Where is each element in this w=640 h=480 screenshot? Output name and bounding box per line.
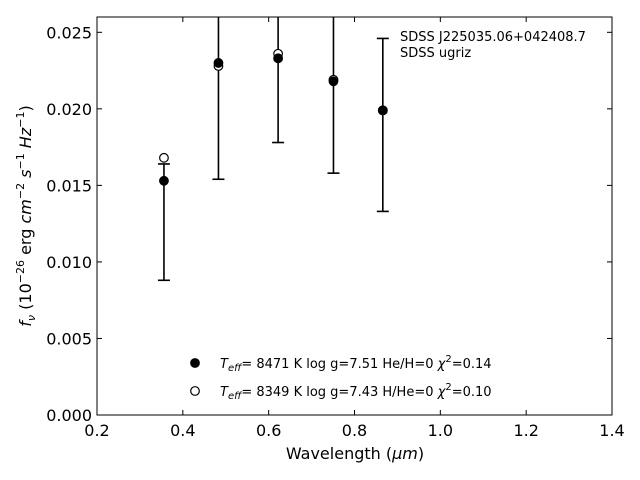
point-filled xyxy=(328,76,339,87)
plot-frame xyxy=(96,16,613,416)
y-tick-label: 0.005 xyxy=(46,329,92,348)
x-tick-label: 0.4 xyxy=(170,421,195,440)
legend: Teff= 8471 K log g=7.51 He/H=0 χ2=0.14 Te… xyxy=(190,354,492,402)
x-tick-label: 1.2 xyxy=(513,421,538,440)
y-tick-label: 0.025 xyxy=(46,23,92,42)
axis-ticks: 0.2 0.4 0.6 0.8 1.0 1.2 1.4 0.000 0.005 0.010 0.01… xyxy=(46,17,625,440)
legend-marker-open xyxy=(190,386,200,396)
error-bars xyxy=(157,17,389,282)
x-tick-label: 1.0 xyxy=(428,421,453,440)
point-filled xyxy=(273,53,284,64)
x-tick-label: 1.4 xyxy=(599,421,624,440)
data-markers xyxy=(159,48,388,186)
annotation-line2: SDSS ugriz xyxy=(400,46,471,61)
point-filled xyxy=(377,105,388,116)
point-filled xyxy=(213,58,224,68)
legend-label: Teff= 8349 K log g=7.43 H/He=0 χ2=0.10 xyxy=(220,382,492,402)
y-tick-label: 0.000 xyxy=(46,406,92,425)
annotation-line1: SDSS J225035.06+042408.7 xyxy=(400,30,586,45)
y-tick-label: 0.010 xyxy=(46,253,92,272)
x-axis-label: Wavelength (μm) xyxy=(286,444,424,463)
y-tick-label: 0.015 xyxy=(46,176,92,195)
y-axis-label: fν (10−26 erg cm−2 s−1 Hz−1) xyxy=(14,105,38,326)
point-filled xyxy=(159,175,169,186)
x-tick-label: 0.2 xyxy=(84,421,109,440)
legend-label: Teff= 8471 K log g=7.51 He/H=0 χ2=0.14 xyxy=(220,354,492,374)
y-tick-label: 0.020 xyxy=(46,100,92,119)
x-tick-label: 0.6 xyxy=(256,421,281,440)
x-tick-label: 0.8 xyxy=(342,421,367,440)
legend-marker-filled xyxy=(190,358,200,368)
point-open xyxy=(159,152,169,163)
